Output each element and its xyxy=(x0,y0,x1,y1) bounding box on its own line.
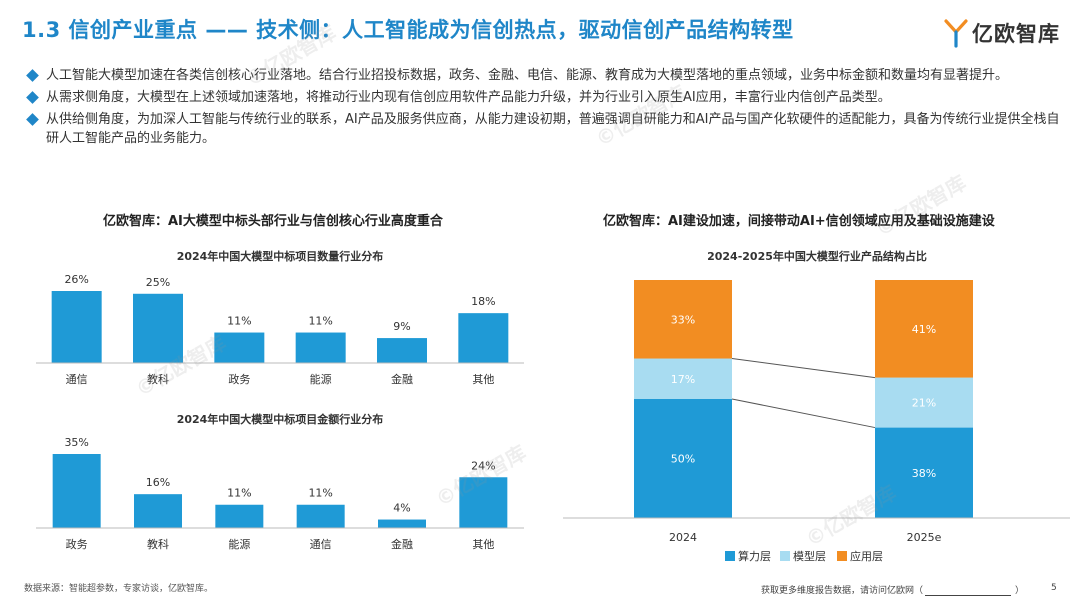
bar-value-label: 16% xyxy=(146,476,170,489)
segment-value-label: 38% xyxy=(912,467,936,480)
legend-label: 算力层 xyxy=(738,549,771,563)
bar xyxy=(215,504,264,528)
segment-value-label: 17% xyxy=(671,373,695,386)
more-data-prefix: 获取更多维度报告数据，请访问亿欧网（ xyxy=(761,586,924,596)
bar-value-label: 11% xyxy=(308,315,332,328)
stacked-segment xyxy=(875,427,973,518)
category-tick-label: 教科 xyxy=(147,537,169,551)
left-panel-title: 亿欧智库：AI大模型中标头部行业与信创核心行业高度重合 xyxy=(103,214,443,229)
segment-value-label: 21% xyxy=(912,397,936,410)
legend-swatch xyxy=(837,551,847,561)
more-data-note: 获取更多维度报告数据，请访问亿欧网（ ） xyxy=(761,583,1024,596)
stacked-segment xyxy=(634,399,732,518)
segment-value-label: 41% xyxy=(912,323,936,336)
page-title: 1.3 信创产业重点 —— 技术侧：人工智能成为信创热点，驱动信创产品结构转型 xyxy=(22,18,794,42)
legend-swatch xyxy=(780,551,790,561)
more-data-suffix: ） xyxy=(1015,586,1025,596)
stacked-segment xyxy=(634,280,732,359)
stacked-segment xyxy=(634,358,732,399)
chart-title: 2024年中国大模型中标项目数量行业分布 xyxy=(177,249,384,263)
bar-value-label: 11% xyxy=(227,487,251,500)
amount-bar-chart: 2024年中国大模型中标项目金额行业分布 35% 政务 16% 教科 11% 能源 11% 通信… xyxy=(36,412,524,551)
data-source-note: 数据来源：智能超参数，专家访谈，亿欧智库。 xyxy=(24,584,214,594)
bullet-item: 从供给侧角度，为加深人工智能与传统行业的联系，AI产品及服务供应商，从能力建设初… xyxy=(26,110,1064,148)
right-panel-title: 亿欧智库：AI建设加速，间接带动AI+信创领域应用及基础设施建设 xyxy=(603,214,995,229)
bar xyxy=(52,454,101,528)
count-bar-chart: 2024年中国大模型中标项目数量行业分布 26% 通信 25% 教科 11% 政务 11% 能源… xyxy=(36,249,524,386)
category-tick-label: 2024 xyxy=(669,531,697,544)
category-tick-label: 政务 xyxy=(228,372,250,386)
bullet-item: 从需求侧角度，大模型在上述领域加速落地，将推动行业内现有信创应用软件产品能力升级… xyxy=(26,88,1064,107)
category-tick-label: 金融 xyxy=(391,372,413,386)
bar xyxy=(378,519,426,528)
bar-value-label: 11% xyxy=(308,487,332,500)
category-tick-label: 其他 xyxy=(472,538,494,551)
segment-value-label: 50% xyxy=(671,453,695,466)
diamond-bullet-icon xyxy=(26,69,39,82)
segment-value-label: 33% xyxy=(671,313,695,326)
legend-swatch xyxy=(725,551,735,561)
category-tick-label: 教科 xyxy=(147,372,169,386)
bar-value-label: 25% xyxy=(146,276,170,289)
logo-text: 亿欧智库 xyxy=(972,22,1060,46)
bar xyxy=(214,332,265,363)
page-number: 5 xyxy=(1051,583,1057,593)
category-tick-label: 其他 xyxy=(472,373,494,386)
bar xyxy=(296,504,345,528)
bar-value-label: 24% xyxy=(471,459,495,472)
watermark: ©亿欧智库 xyxy=(871,170,971,242)
stacked-segment xyxy=(875,280,973,378)
legend-label: 模型层 xyxy=(793,549,826,563)
connector-line xyxy=(731,358,876,379)
bar-value-label: 4% xyxy=(393,502,410,515)
bar-value-label: 11% xyxy=(227,315,251,328)
bar xyxy=(295,332,346,363)
bar xyxy=(459,477,508,528)
connector-line xyxy=(731,398,876,429)
brand-logo: 亿欧智库 xyxy=(944,16,1066,50)
category-tick-label: 通信 xyxy=(310,538,332,551)
url-blank xyxy=(925,586,1012,596)
bar xyxy=(134,494,182,528)
bar xyxy=(51,291,102,363)
bar-value-label: 18% xyxy=(471,295,495,308)
bullet-text: 从供给侧角度，为加深人工智能与传统行业的联系，AI产品及服务供应商，从能力建设初… xyxy=(46,112,1060,146)
category-tick-label: 金融 xyxy=(391,537,413,551)
bar xyxy=(458,313,509,363)
bullet-list: 人工智能大模型加速在各类信创核心行业落地。结合行业招投标数据，政务、金融、电信、… xyxy=(26,66,1064,151)
bullet-text: 从需求侧角度，大模型在上述领域加速落地，将推动行业内现有信创应用软件产品能力升级… xyxy=(46,90,891,105)
category-tick-label: 政务 xyxy=(66,537,88,551)
legend-label: 应用层 xyxy=(850,549,883,563)
category-tick-label: 通信 xyxy=(66,373,88,386)
chart-title: 2024-2025年中国大模型行业产品结构占比 xyxy=(707,249,927,263)
diamond-bullet-icon xyxy=(26,113,39,126)
chart-title: 2024年中国大模型中标项目金额行业分布 xyxy=(177,412,384,426)
bullet-item: 人工智能大模型加速在各类信创核心行业落地。结合行业招投标数据，政务、金融、电信、… xyxy=(26,66,1064,85)
bar xyxy=(377,338,427,363)
bullet-text: 人工智能大模型加速在各类信创核心行业落地。结合行业招投标数据，政务、金融、电信、… xyxy=(46,68,1009,83)
structure-stacked-chart: 2024-2025年中国大模型行业产品结构占比 50% 17% 33% 2024 38% 2… xyxy=(563,249,1070,563)
category-tick-label: 2025e xyxy=(907,531,942,544)
category-tick-label: 能源 xyxy=(310,372,332,386)
bar-value-label: 26% xyxy=(64,273,88,286)
bar xyxy=(133,293,183,363)
logo-mark-icon xyxy=(944,19,968,48)
stacked-segment xyxy=(875,377,973,428)
category-tick-label: 能源 xyxy=(228,537,250,551)
bar-value-label: 9% xyxy=(393,320,410,333)
diamond-bullet-icon xyxy=(26,91,39,104)
bar-value-label: 35% xyxy=(64,436,88,449)
